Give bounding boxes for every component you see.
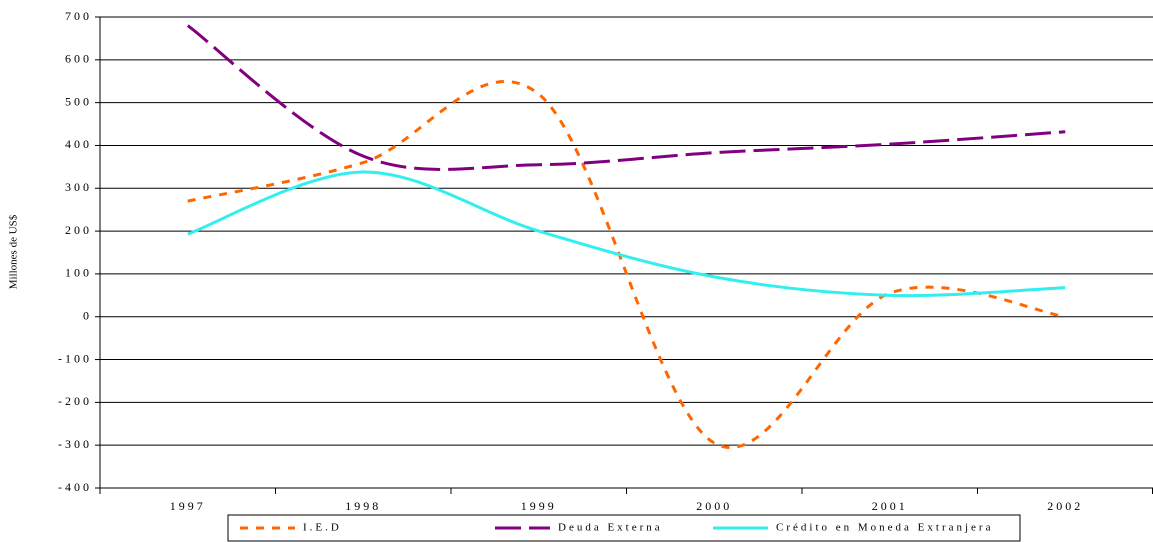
y-tick-label: 300 [65,180,92,194]
y-tick-label: 600 [65,52,92,66]
y-tick-label: -400 [58,480,92,494]
legend-label: Deuda Externa [558,522,663,534]
y-tick-label: 700 [65,9,92,23]
series-line [187,80,1066,449]
y-tick-label: -200 [58,394,92,408]
legend-label: I.E.D [303,522,342,534]
y-axis-label: Millones de US$ [8,214,20,289]
y-tick-label: -300 [58,437,92,451]
y-tick-label: 200 [65,223,92,237]
legend: I.E.D Deuda Externa Crédito en Moneda Extr… [227,514,1021,542]
legend-box [227,514,1021,542]
y-tick-label: -100 [58,351,92,365]
x-tick-label: 1999 [521,499,557,513]
y-tick-label: 500 [65,94,92,108]
y-tick-label: 100 [65,266,92,280]
x-tick-label: 2002 [1047,499,1083,513]
x-tick-label: 1997 [170,499,206,513]
x-tick-label: 1998 [345,499,381,513]
y-tick-label: 0 [83,308,92,322]
series-line [187,170,1066,298]
legend-label: Crédito en Moneda Extranjera [776,522,993,534]
y-tick-label: 400 [65,137,92,151]
x-tick-label: 2000 [696,499,732,513]
x-tick-label: 2001 [872,499,908,513]
series-line [186,24,1066,171]
